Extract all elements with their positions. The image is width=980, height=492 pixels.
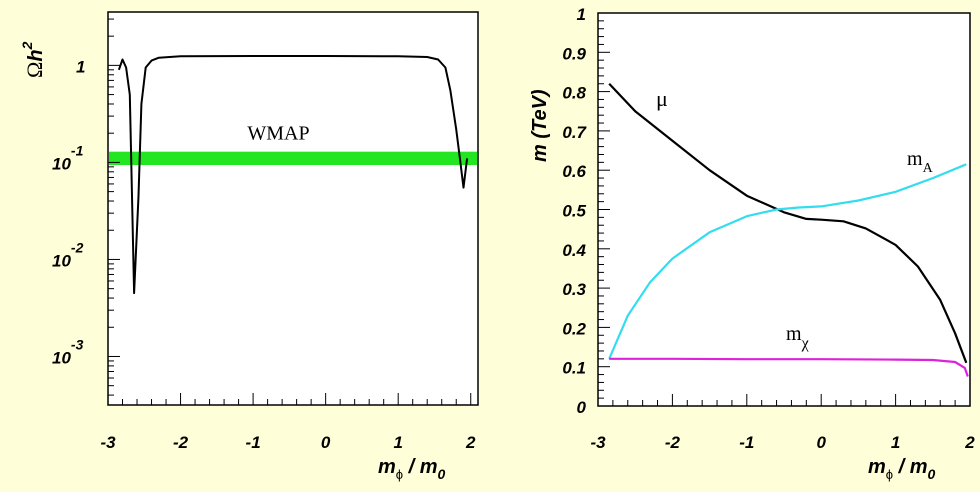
right-x-rest: / m bbox=[893, 456, 927, 478]
left-x-sub: ϕ bbox=[396, 467, 403, 482]
right-y-tick-label: 0.3 bbox=[562, 280, 586, 299]
right-y-tick-label: 0.2 bbox=[562, 319, 586, 338]
right-y-tick-label: 0.1 bbox=[562, 359, 586, 378]
mchi-series-label: mχ bbox=[786, 323, 810, 352]
mchi-label-sub: χ bbox=[801, 335, 810, 352]
right-y-tick-label: 0.6 bbox=[562, 162, 586, 181]
right-y-tick-label: 0 bbox=[577, 398, 587, 417]
left-y-omega: Ω bbox=[22, 62, 47, 78]
left-y-tick-label: 10-1 bbox=[52, 142, 84, 173]
right-x-tick-label: -1 bbox=[739, 433, 754, 452]
right-x-ticks: -3 -2 -1 0 1 2 bbox=[590, 394, 975, 452]
left-x-rest: / m bbox=[403, 456, 437, 478]
left-x-axis-title: mϕ / m0 bbox=[378, 456, 446, 482]
left-plot-frame bbox=[107, 11, 479, 406]
wmap-band-label: WMAP bbox=[247, 123, 309, 145]
right-x-tick-label: -2 bbox=[665, 433, 681, 452]
right-y-tick-label: 0.7 bbox=[562, 123, 587, 142]
left-chart: WMAP -3 -2 -1 0 1 2 110-110-210-3 Ωh2 mϕ / m0 bbox=[19, 11, 479, 482]
right-x-tick-label: 0 bbox=[816, 433, 826, 452]
right-x-tick-label: 1 bbox=[891, 433, 900, 452]
left-x-tick-label: 0 bbox=[321, 433, 331, 452]
mchi-curve bbox=[609, 357, 969, 377]
left-y-tick-label: 10-3 bbox=[52, 336, 84, 367]
ma-curve bbox=[608, 163, 967, 360]
left-y-axis-title: Ωh2 bbox=[19, 41, 47, 78]
ma-label-main: m bbox=[907, 148, 923, 170]
right-x-axis-title: mϕ / m0 bbox=[868, 456, 936, 482]
right-x-m: m bbox=[868, 456, 886, 478]
left-x-tick-label: -1 bbox=[246, 433, 261, 452]
left-x-tick-label: -3 bbox=[100, 433, 116, 452]
right-y-tick-label: 0.9 bbox=[562, 44, 586, 63]
left-y-tick-label: 10-2 bbox=[52, 239, 84, 270]
mu-curve bbox=[608, 82, 968, 364]
left-y-sup: 2 bbox=[19, 41, 35, 50]
right-y-tick-label: 0.4 bbox=[562, 241, 586, 260]
right-x-sub2: 0 bbox=[928, 466, 936, 482]
left-y-ticks: 1 10-1 10-2 10-3 bbox=[52, 18, 120, 396]
right-chart: -3 -2 -1 0 1 2 00.10.20.30.40.50.60.70.80.91 … bbox=[529, 5, 975, 482]
left-x-ticks: -3 -2 -1 0 1 2 bbox=[100, 393, 476, 452]
right-y-ticks: 0 0.1 0.2 0.3 0.4 0.5 0.6 0.7 0.8 0.9 1 bbox=[562, 5, 610, 417]
left-x-tick-label: -2 bbox=[173, 433, 189, 452]
left-y-tick-label: 1 bbox=[76, 57, 85, 76]
left-x-tick-label: 1 bbox=[393, 433, 402, 452]
omega-h2-curve bbox=[117, 55, 469, 295]
left-series-group bbox=[117, 55, 469, 295]
right-y-axis-title: m (TeV) bbox=[529, 89, 551, 162]
wmap-band-group bbox=[109, 151, 477, 166]
left-x-tick-label: 2 bbox=[465, 433, 476, 452]
right-y-tick-label: 0.8 bbox=[562, 84, 586, 103]
mu-series-label: μ bbox=[656, 86, 668, 111]
mchi-label-main: m bbox=[786, 323, 802, 345]
right-x-sub: ϕ bbox=[886, 467, 893, 482]
ma-label-sub: A bbox=[923, 161, 934, 176]
right-series-group bbox=[608, 82, 969, 377]
right-x-tick-label: -3 bbox=[590, 433, 606, 452]
right-x-tick-label: 2 bbox=[964, 433, 975, 452]
right-y-tick-label: 0.5 bbox=[562, 202, 586, 221]
ma-series-label: mA bbox=[907, 148, 934, 176]
right-y-tick-label: 1 bbox=[577, 5, 586, 24]
left-x-m: m bbox=[378, 456, 396, 478]
left-y-h: h bbox=[25, 49, 47, 61]
left-x-sub2: 0 bbox=[438, 466, 446, 482]
wmap-band bbox=[109, 151, 477, 166]
